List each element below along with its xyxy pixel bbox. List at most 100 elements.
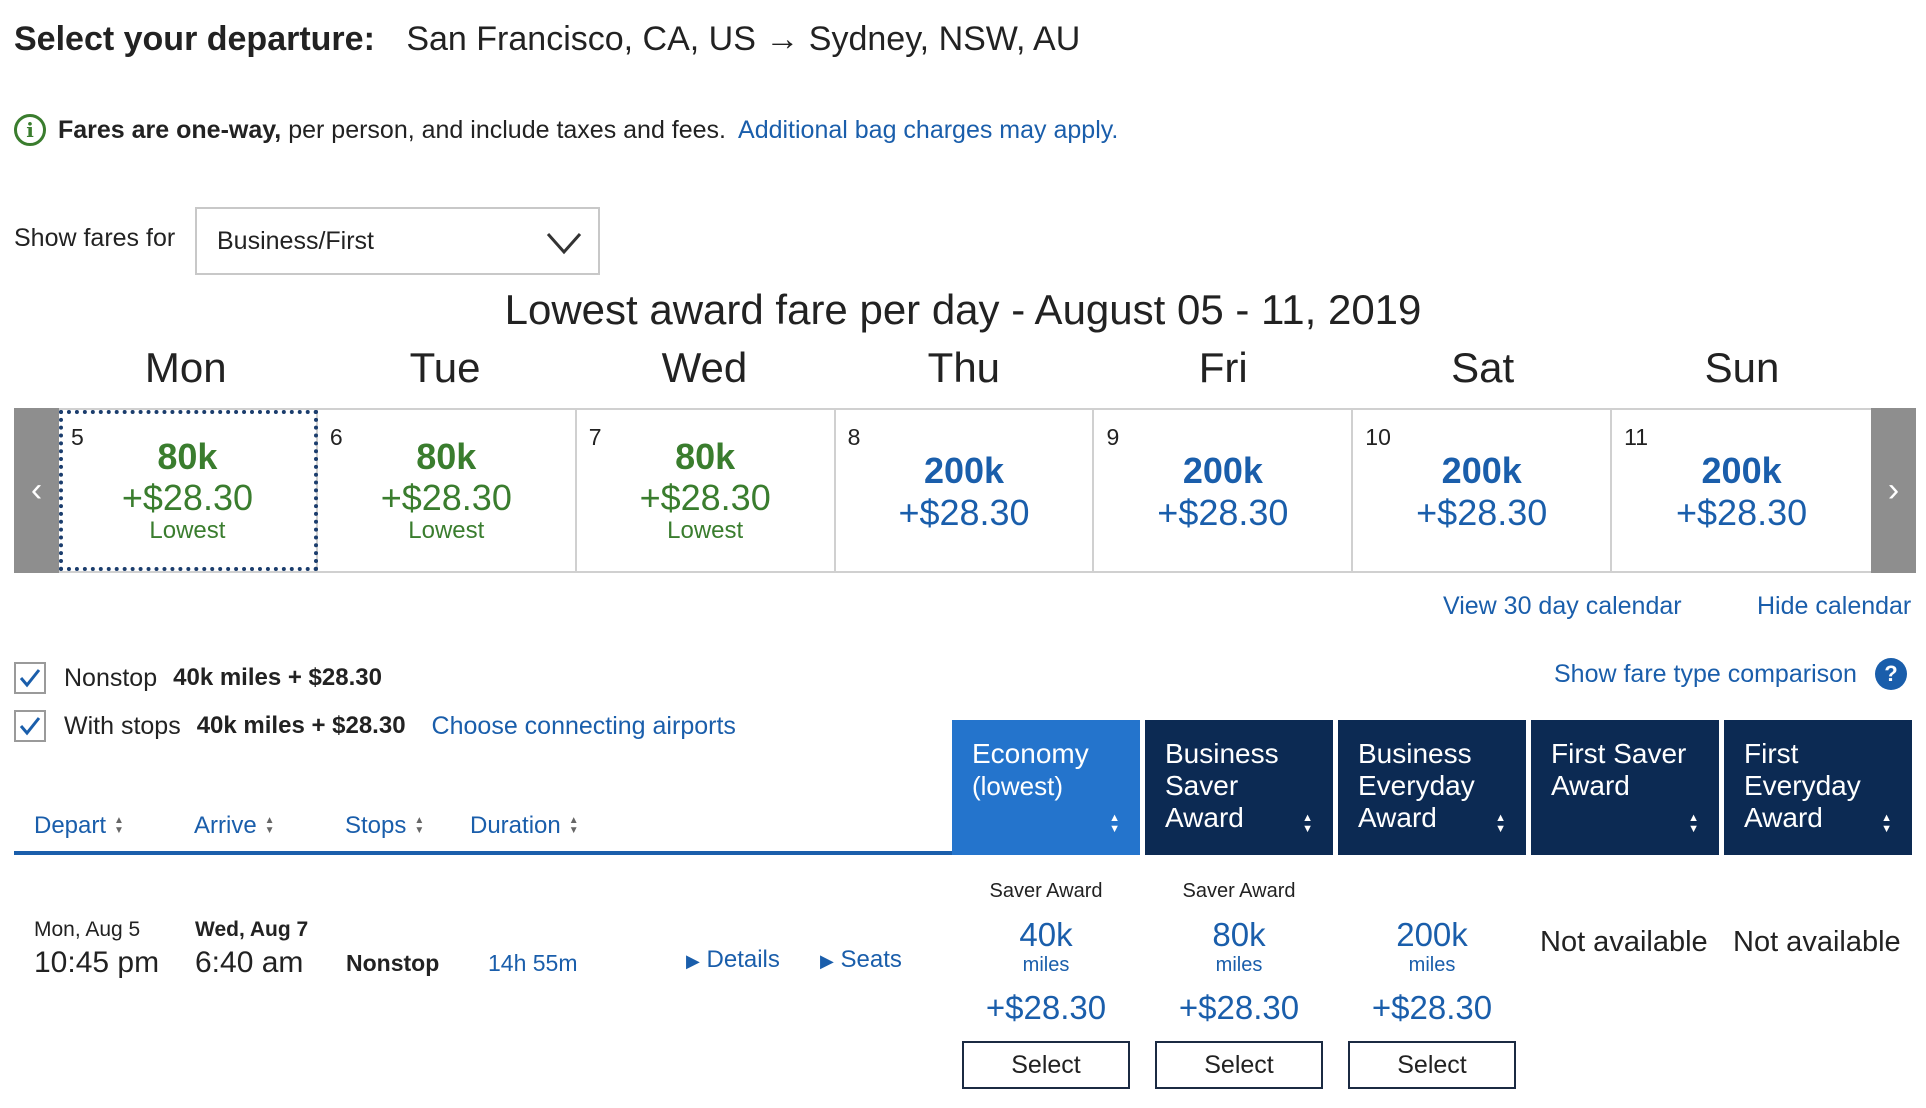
chevron-right-icon: › — [1887, 471, 1900, 509]
select-business-saver-button[interactable]: Select — [1155, 1041, 1323, 1089]
nonstop-filter: Nonstop 40k miles + $28.30 — [14, 662, 382, 694]
fare-col-economy[interactable]: Economy (lowest) ▲ ▼ — [952, 720, 1140, 855]
fare-miles-unit: miles — [1408, 954, 1456, 976]
nonstop-amount: 40k miles + $28.30 — [173, 664, 382, 691]
day-miles: 80k — [416, 436, 477, 477]
route-text: San Francisco, CA, US → Sydney, NSW, AU — [406, 20, 1081, 58]
sort-arrive[interactable]: Arrive ▲ ▼ — [174, 812, 324, 840]
calendar-day-names: Mon Tue Wed Thu Fri Sat Sun — [56, 344, 1872, 392]
calendar-day-5[interactable]: 5 80k +$28.30 Lowest — [59, 410, 318, 571]
fare-comparison-link[interactable]: Show fare type comparison — [1554, 659, 1857, 688]
day-number: 6 — [329, 424, 343, 450]
sort-stops[interactable]: Stops ▲ ▼ — [324, 812, 466, 840]
calendar-strip: 5 80k +$28.30 Lowest 6 80k +$28.30 Lowes… — [59, 408, 1871, 573]
sort-icon: ▲ ▼ — [114, 815, 124, 836]
nonstop-checkbox[interactable] — [14, 662, 46, 694]
fare-type-label — [1338, 880, 1526, 903]
calendar-day-7[interactable]: 7 80k +$28.30 Lowest — [577, 410, 836, 571]
calendar-title: Lowest award fare per day - August 05 - … — [504, 286, 1422, 333]
depart-date: Mon, Aug 5 — [34, 918, 141, 941]
caret-right-icon: ▶ — [686, 951, 700, 971]
day-number: 11 — [1624, 424, 1649, 450]
day-miles: 200k — [1441, 450, 1522, 491]
fare-miles: 80k — [1212, 916, 1266, 953]
fare-col-line3: Award — [1744, 802, 1823, 833]
fare-col-line1: Business — [1358, 738, 1472, 769]
bag-charges-link[interactable]: Additional bag charges may apply. — [738, 115, 1119, 144]
connecting-airports-link[interactable]: Choose connecting airports — [431, 711, 736, 740]
info-icon: i — [14, 114, 46, 146]
with-stops-label: With stops — [64, 711, 181, 740]
chevron-down-icon — [546, 233, 582, 255]
day-miles: 80k — [675, 436, 736, 477]
day-name: Fri — [1198, 344, 1248, 391]
help-icon[interactable]: ? — [1874, 658, 1907, 690]
with-stops-filter: With stops 40k miles + $28.30 Choose con… — [14, 710, 736, 742]
caret-right-icon: ▶ — [820, 951, 834, 971]
day-name: Thu — [927, 344, 1001, 391]
sort-header-divider — [14, 851, 952, 855]
fare-col-business-everyday[interactable]: Business Everyday Award ▲ ▼ — [1338, 720, 1526, 855]
chevron-left-icon: ‹ — [30, 471, 43, 509]
nonstop-label: Nonstop — [64, 663, 158, 692]
fare-info-text: per person, and include taxes and fees. — [281, 115, 727, 144]
fare-col-line2: Everyday — [1358, 770, 1475, 801]
calendar-day-10[interactable]: 10 200k +$28.30 — [1353, 410, 1613, 571]
fare-info-bold: Fares are one-way, — [58, 115, 282, 144]
fare-cell-economy: Saver Award 40k miles +$28.30 Select — [952, 880, 1140, 1089]
sort-icon: ▲ ▼ — [568, 815, 579, 836]
day-number: 8 — [847, 424, 861, 450]
day-number: 10 — [1365, 424, 1391, 450]
fare-type-label: Saver Award — [989, 880, 1103, 902]
day-name: Sun — [1704, 344, 1780, 391]
day-name: Sat — [1451, 344, 1515, 391]
calendar-prev-button[interactable]: ‹ — [14, 408, 59, 573]
fare-col-line3: Award — [1358, 802, 1437, 833]
sort-depart[interactable]: Depart ▲ ▼ — [14, 812, 174, 840]
fare-miles: 40k — [1019, 916, 1073, 953]
show-fares-label: Show fares for — [14, 224, 176, 252]
cabin-select[interactable]: Business/First — [195, 207, 600, 275]
fare-col-business-saver[interactable]: Business Saver Award ▲ ▼ — [1145, 720, 1333, 855]
sort-icon: ▲ ▼ — [414, 815, 425, 836]
fare-type-columns: Economy (lowest) ▲ ▼ Business Saver Award… — [952, 720, 1912, 855]
fare-miles-unit: miles — [1022, 954, 1070, 976]
select-economy-button[interactable]: Select — [962, 1041, 1130, 1089]
calendar-day-8[interactable]: 8 200k +$28.30 — [836, 410, 1095, 571]
day-miles: 200k — [923, 450, 1005, 491]
fare-col-first-everyday[interactable]: First Everyday Award ▲ ▼ — [1724, 720, 1912, 855]
hide-calendar-link[interactable]: Hide calendar — [1757, 592, 1912, 620]
arrive-time: 6:40 am — [195, 946, 304, 979]
sort-icon: ▲ ▼ — [1688, 812, 1699, 835]
fare-col-line2: Award — [1551, 770, 1630, 801]
calendar-day-6[interactable]: 6 80k +$28.30 Lowest — [318, 410, 577, 571]
fare-col-line2: Everyday — [1744, 770, 1861, 801]
day-number: 7 — [588, 424, 602, 450]
page-title-label: Select your departure: — [14, 20, 375, 58]
day-tax: +$28.30 — [121, 477, 253, 518]
first-saver-not-available: Not available — [1540, 926, 1708, 958]
sort-duration[interactable]: Duration ▲ ▼ — [466, 812, 666, 840]
depart-cell: Mon, Aug 5 10:45 pm — [34, 918, 159, 980]
calendar-day-9[interactable]: 9 200k +$28.30 — [1094, 410, 1354, 571]
select-business-everyday-button[interactable]: Select — [1348, 1041, 1516, 1089]
fare-col-line1: First — [1744, 738, 1799, 769]
day-lowest-tag: Lowest — [408, 517, 485, 544]
day-miles: 200k — [1182, 450, 1263, 491]
checkmark-icon — [19, 717, 41, 736]
with-stops-checkbox[interactable] — [14, 710, 46, 742]
view-30-day-link[interactable]: View 30 day calendar — [1443, 592, 1682, 620]
day-tax: +$28.30 — [1676, 492, 1808, 533]
calendar-day-11[interactable]: 11 200k +$28.30 — [1612, 410, 1871, 571]
seats-link[interactable]: ▶ Seats — [820, 946, 902, 974]
day-tax: +$28.30 — [639, 477, 771, 518]
day-lowest-tag: Lowest — [149, 517, 226, 544]
calendar-next-button[interactable]: › — [1871, 408, 1916, 573]
details-link[interactable]: ▶ Details — [686, 946, 780, 974]
arrive-cell: Wed, Aug 7 6:40 am — [195, 918, 308, 980]
fare-col-first-saver[interactable]: First Saver Award ▲ ▼ — [1531, 720, 1719, 855]
day-number: 9 — [1106, 424, 1120, 450]
fare-tax: +$28.30 — [1178, 989, 1300, 1026]
fare-info: i Fares are one-way, per person, and inc… — [14, 114, 1118, 146]
sort-icon: ▲ ▼ — [264, 815, 275, 836]
